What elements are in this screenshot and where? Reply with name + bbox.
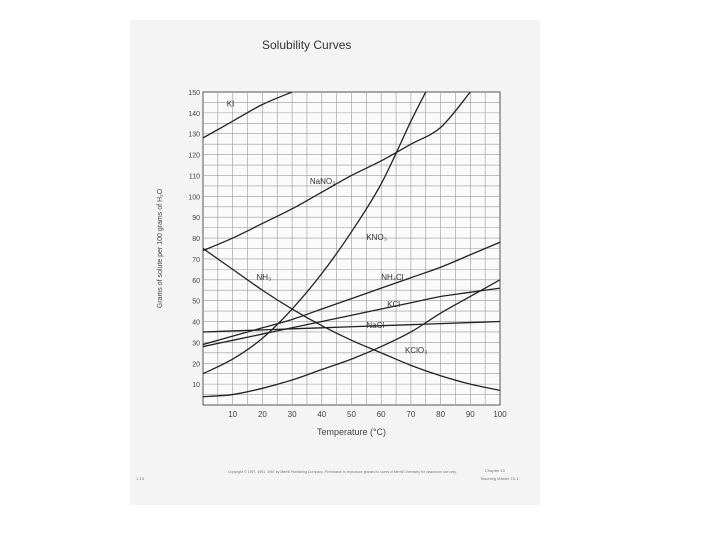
series-line-7 [203,279,500,398]
y-tick-label: 80 [192,236,200,243]
curve-label-1: NaNO₃ [310,177,335,186]
x-tick-label: 100 [493,410,507,419]
x-tick-label: 40 [317,410,326,419]
y-tick-label: 50 [192,299,200,306]
curve-label-5: KCl [387,300,400,309]
series-line-6 [203,320,500,333]
footer-teaching-master: Teaching Master 15-1 [480,476,519,481]
curve-label-3: NH₃ [256,273,271,282]
x-tick-label: 70 [406,410,415,419]
curve-label-2: KNO₃ [366,233,387,242]
x-tick-label: 80 [436,410,445,419]
x-tick-label: 30 [288,410,297,419]
series-line-5 [203,287,500,348]
y-tick-label: 90 [192,215,200,222]
footer-chapter: Chapter 15 [485,468,505,473]
y-tick-label: 20 [192,361,200,368]
y-tick-label: 30 [192,340,200,347]
x-tick-label: 60 [377,410,386,419]
series-line-0 [203,92,293,139]
y-tick-label: 130 [188,132,200,139]
curve-label-7: KClO₃ [405,346,427,355]
series-line-2 [203,92,427,375]
x-axis-label: Temperature (°C) [317,427,386,437]
y-tick-label: 40 [192,320,200,327]
series-line-3 [203,247,500,392]
y-tick-label: 10 [192,382,200,389]
y-axis-label: Grams of solute per 100 grams of H₂O [157,188,164,308]
y-tick-label: 140 [188,111,200,118]
y-tick-label: 120 [188,153,200,160]
y-tick-label: 100 [188,194,200,201]
footer-copyright: Copyright © 1997, 1991, 1987 by Merrill … [228,470,457,474]
chart-title: Solubility Curves [262,38,352,52]
y-tick-label: 60 [192,278,200,285]
y-tick-label: 110 [189,173,200,180]
footer-page-number: 1-15 [136,476,145,481]
curve-label-0: KI [227,100,235,109]
x-tick-label: 10 [228,410,237,419]
x-tick-label: 50 [347,410,356,419]
x-tick-label: 20 [258,410,267,419]
x-tick-label: 90 [466,410,475,419]
curve-label-6: NaCl [366,321,384,330]
curve-label-4: NH₄Cl [381,273,404,282]
y-tick-label: 70 [192,257,200,264]
y-tick-label: 150 [188,90,200,97]
series-line-1 [203,92,471,252]
